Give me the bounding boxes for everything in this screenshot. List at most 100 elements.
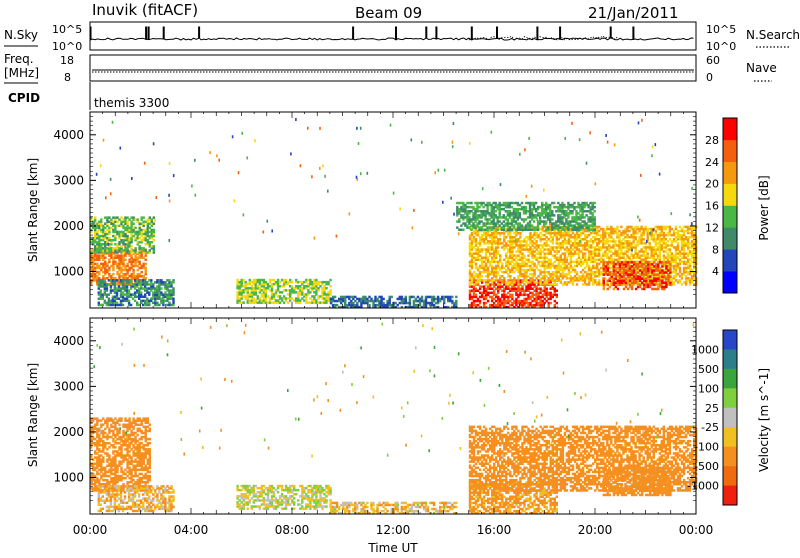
scatter-cell: [640, 259, 642, 262]
scatter-cell: [659, 261, 661, 264]
scatter-cell: [291, 281, 293, 284]
scatter-cell: [529, 292, 531, 295]
scatter-cell: [150, 279, 152, 282]
scatter-cell: [519, 288, 521, 291]
scatter-cell: [529, 261, 531, 264]
scatter-cell: [305, 279, 307, 282]
scatter-cell: [590, 267, 592, 270]
scatter-cell: [295, 297, 297, 300]
scatter-cell: [145, 221, 147, 224]
scatter-cell: [325, 287, 327, 290]
scatter-cell: [499, 238, 501, 241]
scatter-cell: [539, 228, 541, 231]
scatter-cell: [671, 240, 673, 243]
scatter-cell: [669, 263, 671, 266]
scatter-cell: [295, 279, 297, 282]
scatter-cell: [489, 279, 491, 282]
scatter-cell: [529, 220, 531, 223]
scatter-cell: [164, 300, 166, 303]
scatter-cell: [620, 257, 622, 260]
scatter-cell: [134, 275, 136, 278]
scatter-cell: [134, 231, 136, 234]
scatter-cell: [600, 271, 602, 274]
scatter-cell: [139, 251, 141, 254]
scatter-cell: [647, 252, 649, 255]
scatter-cell: [478, 220, 480, 223]
scatter-cell: [116, 279, 118, 282]
scatter-cell: [104, 261, 106, 264]
scatter-cell: [630, 242, 632, 245]
scatter-cell: [134, 283, 136, 286]
scatter-cell: [539, 244, 541, 247]
scatter-cell: [455, 296, 457, 299]
scatter-cell: [550, 240, 552, 243]
scatter-cell: [305, 285, 307, 288]
scatter-cell: [693, 232, 695, 235]
scatter-cell: [509, 202, 511, 205]
scatter-cell: [550, 283, 552, 286]
freq-label-2: [MHz]: [4, 66, 39, 80]
scatter-cell: [576, 271, 578, 274]
scatter-cell: [134, 227, 136, 230]
scatter-cell: [489, 292, 491, 295]
scatter-cell: [336, 304, 338, 307]
scatter-cell: [607, 267, 609, 270]
scatter-cell: [114, 254, 116, 257]
scatter-cell: [245, 281, 247, 284]
scatter-cell: [124, 285, 126, 288]
scatter-cell: [104, 257, 106, 260]
scatter-cell: [580, 238, 582, 241]
nave-top-tick: 60: [706, 54, 720, 67]
scatter-cell: [659, 284, 661, 287]
scatter-cell: [610, 240, 612, 243]
scatter-cell: [691, 250, 693, 253]
scatter-cell: [576, 283, 578, 286]
scatter-cell: [94, 273, 96, 276]
scatter-cell: [519, 300, 521, 303]
scatter-cell: [639, 261, 641, 264]
scatter-cell: [145, 263, 147, 266]
station-title: Inuvik (fitACF): [92, 1, 198, 19]
scatter-cell: [478, 206, 480, 209]
scatter-cell: [535, 281, 537, 284]
scatter-cell: [140, 291, 142, 294]
scatter-cell: [124, 216, 126, 219]
scatter-cell: [529, 283, 531, 286]
scatter-cell: [539, 277, 541, 280]
scatter-cell: [134, 237, 136, 240]
scatter-cell: [584, 252, 586, 255]
scatter-cell: [681, 273, 683, 276]
scatter-cell: [539, 261, 541, 264]
scatter-cell: [610, 254, 612, 257]
scatter-cell: [640, 254, 642, 257]
scatter-cell: [124, 273, 126, 276]
scatter-cell: [160, 287, 162, 290]
scatter-cell: [609, 286, 611, 289]
scatter-cell: [488, 202, 490, 205]
scatter-cell: [112, 273, 114, 276]
scatter-cell: [691, 269, 693, 272]
nsky-bottom-tick: 10^0: [52, 40, 82, 53]
scatter-cell: [382, 298, 384, 301]
scatter-cell: [651, 246, 653, 249]
scatter-cell: [489, 296, 491, 299]
scatter-cell: [560, 279, 562, 282]
scatter-cell: [104, 231, 106, 234]
scatter-cell: [329, 279, 331, 282]
scatter-cell: [509, 226, 511, 229]
scatter-cell: [634, 236, 636, 239]
scatter-cell: [610, 250, 612, 253]
scatter-cell: [94, 267, 96, 270]
scatter-cell: [681, 261, 683, 264]
scatter-cell: [499, 220, 501, 223]
scatter-cell: [134, 218, 136, 221]
scatter-cell: [661, 226, 663, 229]
freq-label-1: Freq.: [4, 52, 34, 66]
scatter-cell: [346, 304, 348, 307]
scatter-cell: [600, 283, 602, 286]
nsky-strip: N.Sky 10^5 10^0 10^5 10^0 N.Search: [4, 22, 800, 53]
scatter-cell: [334, 296, 336, 299]
scatter-cell: [616, 226, 618, 229]
scatter-cell: [629, 273, 631, 276]
